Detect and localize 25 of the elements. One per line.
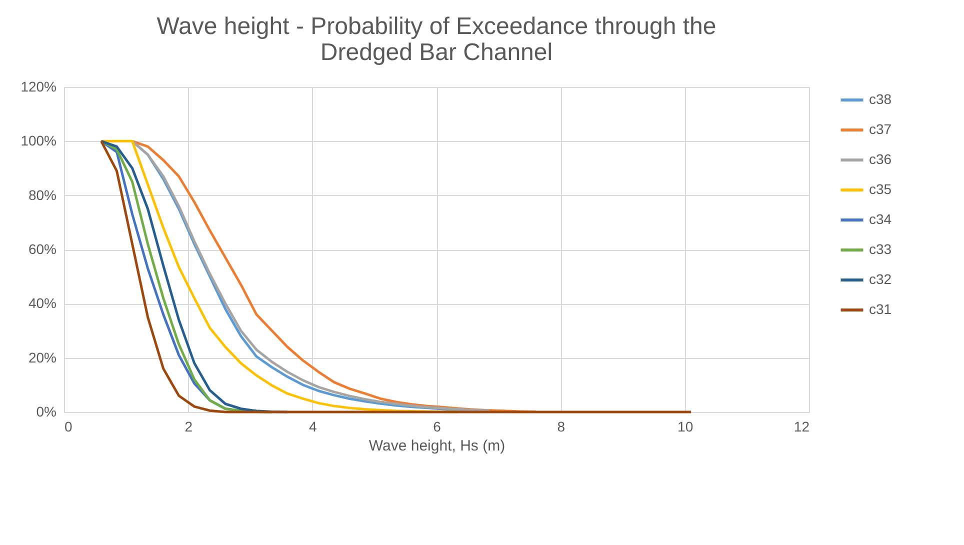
legend-label: c33 <box>869 241 892 257</box>
x-axis-title: Wave height, Hs (m) <box>368 438 506 454</box>
x-tick-label: 6 <box>433 418 442 434</box>
y-tick-label: 40% <box>28 295 56 312</box>
y-tick-label: 120% <box>20 78 56 94</box>
legend-label: c32 <box>869 271 892 287</box>
line-series <box>100 140 692 414</box>
chart-title: Wave height - Probability of Exceedance through the Dredged Bar Channel <box>156 13 716 66</box>
y-tick-label: 0% <box>36 404 56 420</box>
y-tick-label: 80% <box>28 186 56 203</box>
x-tick-label: 4 <box>308 418 317 434</box>
x-tick-label: 0 <box>64 418 72 434</box>
y-tick-label: 20% <box>28 349 56 366</box>
legend-label: c38 <box>869 91 892 107</box>
legend-label: c35 <box>869 181 892 197</box>
y-tick-label: 100% <box>20 132 56 149</box>
legend-label: c31 <box>869 301 892 317</box>
y-tick-label: 60% <box>28 241 56 257</box>
x-tick-label: 12 <box>794 418 810 434</box>
x-tick-label: 2 <box>184 418 193 434</box>
x-tick-label: 8 <box>557 418 566 434</box>
legend-label: c36 <box>869 151 892 167</box>
legend-label: c37 <box>869 121 892 137</box>
legend-label: c34 <box>869 211 892 227</box>
x-tick-label: 10 <box>678 418 694 434</box>
